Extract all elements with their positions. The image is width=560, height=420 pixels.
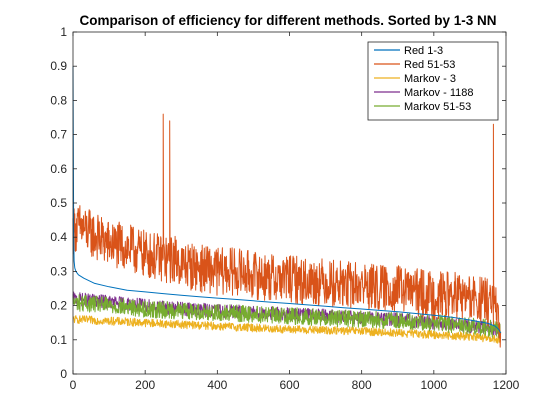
x-tick-label: 400 [207, 378, 227, 392]
series-line-2 [72, 315, 502, 344]
legend-label: Red 1-3 [404, 45, 443, 57]
x-tick-label: 1000 [420, 378, 447, 392]
x-tick-label: 200 [135, 378, 155, 392]
chart-title: Comparison of efficiency for different m… [79, 13, 496, 28]
y-tick-label: 0.9 [50, 59, 67, 73]
y-tick-label: 0.7 [50, 128, 67, 142]
y-tick-label: 0 [60, 367, 67, 381]
y-tick-label: 0.3 [50, 264, 67, 278]
legend-label: Markov - 1188 [404, 87, 474, 99]
x-ticks: 0 200 400 600 800 1000 1200 [70, 32, 520, 392]
y-ticks: 0 0.1 0.2 0.3 0.4 0.5 0.6 0.7 0.8 0.9 1 [50, 25, 506, 381]
x-tick-label: 1200 [493, 378, 520, 392]
y-tick-label: 0.4 [50, 230, 67, 244]
y-tick-label: 0.2 [50, 299, 67, 313]
legend-box [367, 41, 499, 121]
legend-label: Red 51-53 [404, 59, 455, 71]
y-tick-label: 0.8 [50, 93, 67, 107]
y-tick-label: 1 [60, 25, 67, 39]
series-line-1 [72, 113, 502, 348]
y-tick-label: 0.1 [50, 333, 67, 347]
legend-label: Markov 51-53 [404, 101, 471, 113]
x-tick-label: 0 [70, 378, 77, 392]
y-tick-label: 0.5 [50, 196, 67, 210]
series-line-0 [72, 66, 502, 334]
y-tick-label: 0.6 [50, 162, 67, 176]
series-line-4 [72, 294, 502, 339]
x-tick-label: 800 [352, 378, 372, 392]
legend-label: Markov - 3 [404, 73, 456, 85]
plot-lines [72, 66, 502, 348]
legend: Red 1-3 Red 51-53 Markov - 3 Markov - 1188 M… [367, 41, 499, 121]
x-tick-label: 600 [279, 378, 299, 392]
